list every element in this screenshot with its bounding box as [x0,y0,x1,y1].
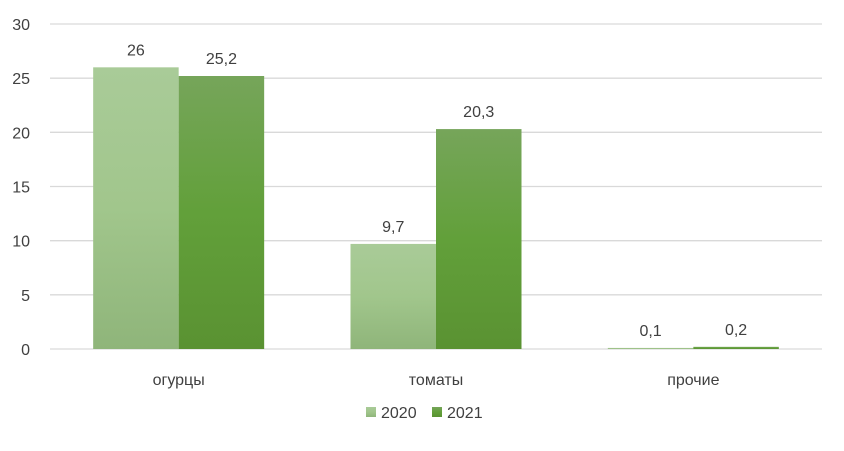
data-label: 0,1 [639,323,661,340]
data-label: 26 [127,42,145,59]
data-label: 25,2 [206,51,237,68]
legend: 2020 2021 [366,405,483,422]
legend-swatch-2020 [366,407,376,417]
legend-label: 2020 [381,405,417,422]
y-tick-label: 5 [21,288,30,305]
bar-2021 [178,76,265,349]
x-axis: огурцы томаты прочие [153,372,720,389]
y-tick-label: 0 [21,342,30,359]
bar-2020 [93,67,179,349]
x-tick-label: томаты [409,372,463,389]
x-tick-label: огурцы [153,372,205,389]
bar-2020 [607,347,694,349]
x-tick-label: прочие [667,372,719,389]
data-label: 0,2 [725,322,747,339]
y-tick-label: 20 [12,125,30,142]
legend-label: 2021 [447,405,483,422]
bar-2020 [350,243,436,349]
data-label: 9,7 [382,219,404,236]
data-label: 20,3 [463,104,494,121]
bar-2021 [693,346,779,349]
y-tick-label: 25 [12,71,30,88]
y-axis: 0 5 10 15 20 25 30 [12,17,30,359]
bars: 26 25,2 9,7 20,3 0,1 0,2 [93,42,779,349]
bar-2021 [436,129,522,349]
y-tick-label: 15 [12,180,30,197]
legend-swatch-2021 [432,407,442,417]
y-tick-label: 10 [12,234,30,251]
y-tick-label: 30 [12,17,30,34]
